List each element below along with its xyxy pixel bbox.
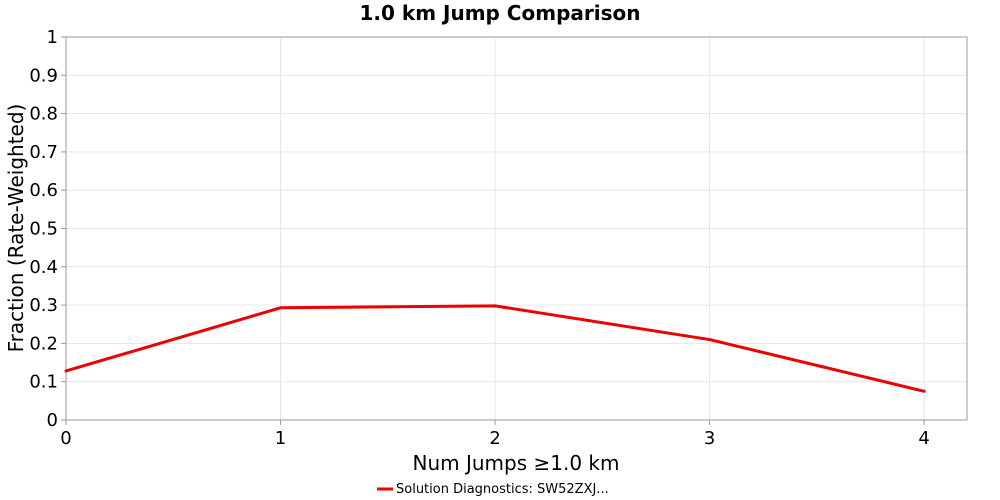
y-tick-label: 0.7 bbox=[29, 142, 58, 163]
y-tick-label: 0 bbox=[47, 410, 58, 431]
x-tick-label: 4 bbox=[918, 428, 929, 449]
y-axis-label: Fraction (Rate-Weighted) bbox=[4, 104, 28, 353]
y-tick-label: 0.3 bbox=[29, 295, 58, 316]
y-axis-ticks: 0 0.1 0.2 0.3 0.4 0.5 0.6 0.7 0.8 0.9 1 bbox=[29, 27, 66, 431]
y-tick-label: 0.1 bbox=[29, 372, 58, 393]
y-tick-label: 0.9 bbox=[29, 65, 58, 86]
chart-title: 1.0 km Jump Comparison bbox=[360, 1, 641, 25]
x-tick-label: 2 bbox=[489, 428, 500, 449]
data-point bbox=[708, 338, 712, 342]
x-tick-label: 3 bbox=[704, 428, 715, 449]
y-tick-label: 0.4 bbox=[29, 257, 58, 278]
data-point bbox=[279, 306, 283, 310]
y-tick-label: 0.8 bbox=[29, 104, 58, 125]
x-tick-label: 1 bbox=[275, 428, 286, 449]
x-axis-ticks: 0 1 2 3 4 bbox=[60, 420, 930, 449]
data-point bbox=[493, 304, 497, 308]
x-axis-label: Num Jumps ≥1.0 km bbox=[413, 451, 620, 475]
y-tick-label: 0.2 bbox=[29, 333, 58, 354]
legend-label: Solution Diagnostics: SW52ZXJ... bbox=[396, 482, 609, 497]
data-point bbox=[922, 389, 926, 393]
grid-lines bbox=[65, 36, 967, 421]
y-tick-label: 0.5 bbox=[29, 219, 58, 240]
x-tick-label: 0 bbox=[60, 428, 71, 449]
data-point bbox=[64, 369, 68, 373]
y-tick-label: 0.6 bbox=[29, 180, 58, 201]
legend: Solution Diagnostics: SW52ZXJ... bbox=[377, 482, 609, 497]
y-tick-label: 1 bbox=[47, 27, 58, 48]
series-group bbox=[64, 304, 926, 393]
